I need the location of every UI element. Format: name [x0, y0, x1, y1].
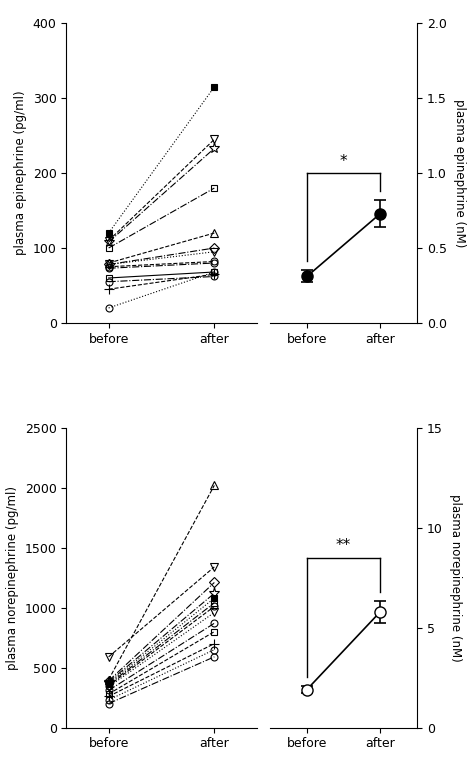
Y-axis label: plasma norepinephrine (nM): plasma norepinephrine (nM) — [449, 494, 462, 662]
Y-axis label: plasma epinephrine (pg/ml): plasma epinephrine (pg/ml) — [14, 91, 27, 255]
Y-axis label: plasma norepinephrine (pg/ml): plasma norepinephrine (pg/ml) — [6, 486, 19, 670]
Y-axis label: plasma epinephrine (nM): plasma epinephrine (nM) — [453, 99, 466, 247]
Text: **: ** — [336, 538, 351, 553]
Text: *: * — [340, 153, 347, 169]
